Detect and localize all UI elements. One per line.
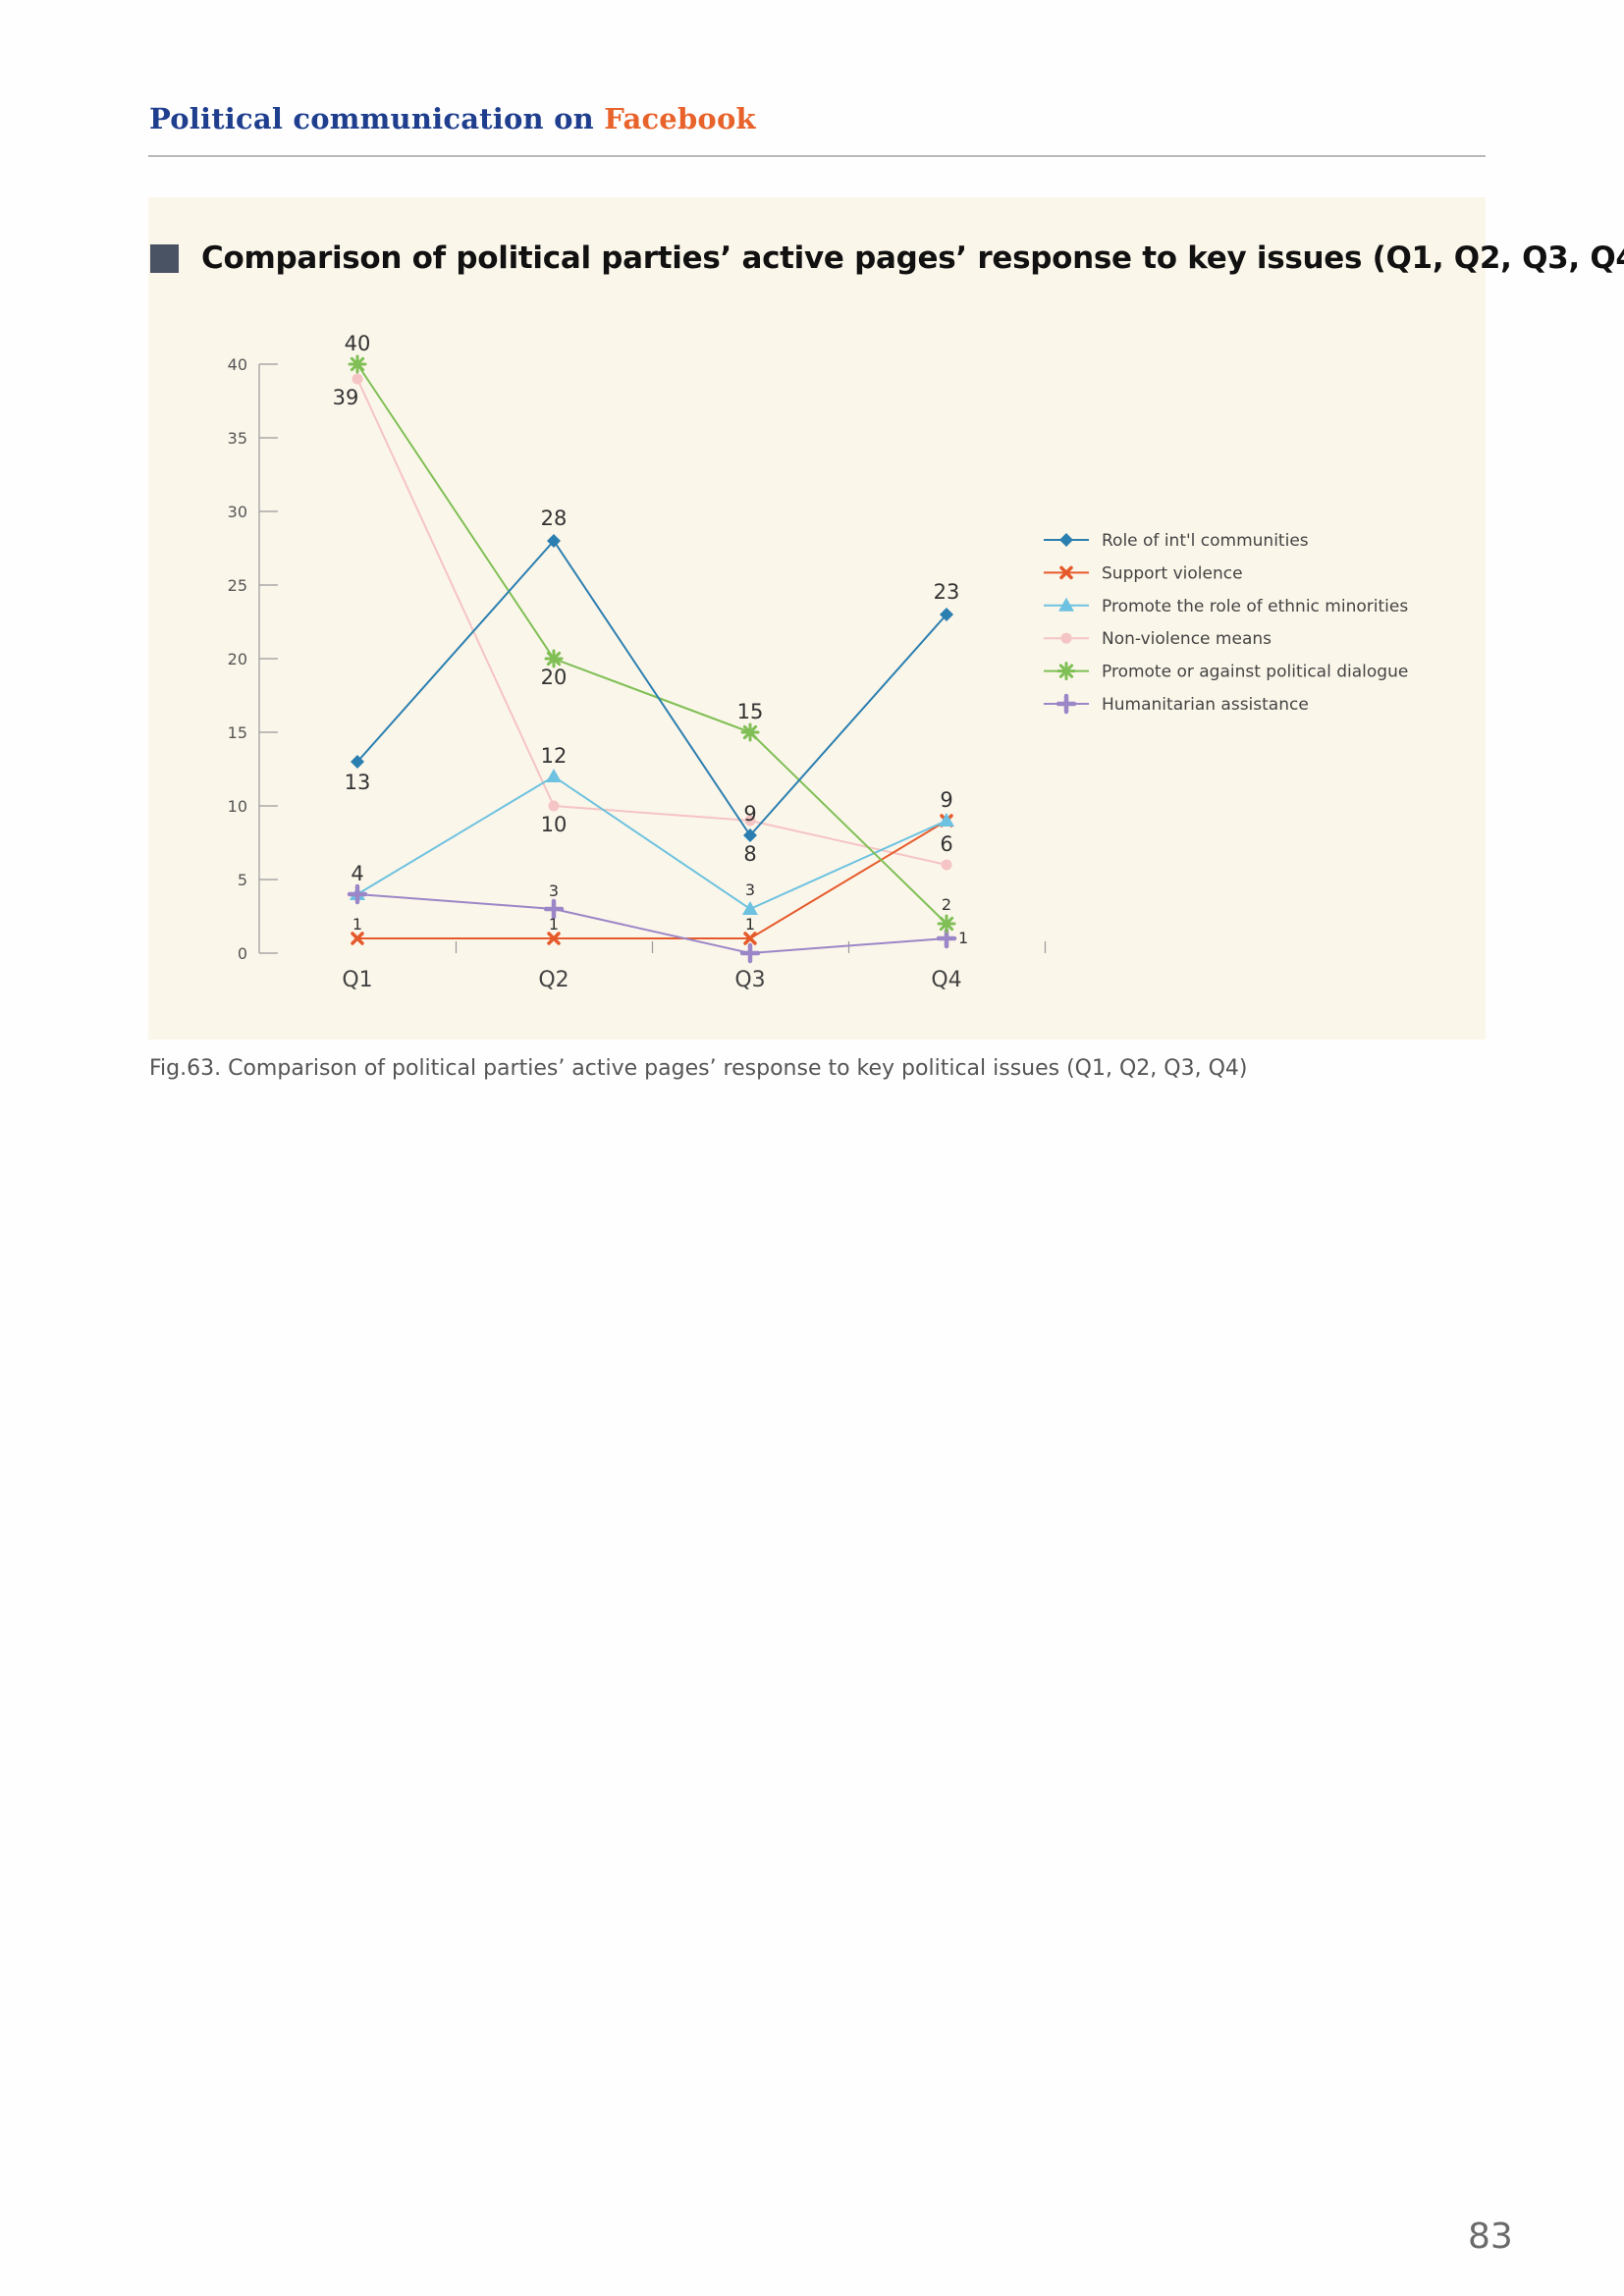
data-label: 9 (940, 788, 952, 812)
data-point-marker (936, 928, 957, 949)
legend-label: Support violence (1102, 563, 1243, 583)
data-point-marker (739, 942, 761, 964)
legend-item: Support violence (1044, 563, 1243, 583)
data-point-marker (940, 608, 953, 621)
data-label: 1 (745, 915, 755, 934)
legend-label: Non-violence means (1102, 629, 1272, 649)
data-label: 1 (958, 929, 968, 947)
y-tick-label: 0 (238, 944, 247, 963)
running-head-text: Political communication on (149, 102, 605, 135)
chart-title: Comparison of political parties’ active … (201, 240, 1624, 276)
legend-label: Promote or against political dialogue (1102, 663, 1408, 682)
series-role-of-int-l-communities (351, 534, 953, 842)
data-point-marker (1056, 693, 1077, 715)
legend-label: Humanitarian assistance (1102, 695, 1309, 715)
x-tick-label: Q3 (734, 968, 765, 992)
y-tick-label: 35 (228, 429, 247, 448)
data-point-marker (351, 755, 364, 769)
x-tick-label: Q1 (342, 968, 372, 992)
data-point-marker (543, 898, 565, 920)
data-point-marker (1059, 565, 1073, 580)
running-head: Political communication on Facebook (149, 102, 756, 135)
series-humanitarian-assistance (347, 883, 957, 964)
y-tick-label: 5 (238, 871, 247, 889)
data-label: 2 (942, 895, 951, 914)
legend-item: Role of int'l communities (1044, 531, 1309, 551)
data-label: 12 (541, 744, 568, 768)
x-tick-label: Q2 (538, 968, 568, 992)
data-point-marker (546, 769, 562, 782)
series-line (356, 893, 947, 955)
data-label: 13 (345, 771, 371, 794)
data-label: 8 (743, 842, 756, 866)
data-label: 20 (541, 666, 568, 689)
data-point-marker (547, 534, 561, 548)
series-promote-the-role-of-ethnic-minorities (350, 769, 954, 915)
figure-caption: Fig.63. Comparison of political parties’… (149, 1056, 1248, 1081)
series-line (357, 820, 947, 939)
y-tick-label: 20 (228, 650, 247, 668)
data-point-marker (744, 815, 756, 827)
legend-label: Role of int'l communities (1102, 531, 1309, 551)
series-promote-or-against-political-dialogue (348, 354, 956, 934)
y-tick-label: 15 (228, 723, 247, 742)
data-label: 23 (934, 580, 960, 604)
data-label: 3 (549, 881, 559, 900)
data-point-marker (348, 354, 367, 374)
data-label: 1 (352, 915, 362, 934)
y-tick-label: 25 (228, 576, 247, 595)
data-point-marker (939, 813, 954, 827)
legend-item: Promote or against political dialogue (1044, 662, 1408, 682)
data-point-marker (742, 901, 758, 915)
data-point-marker (941, 859, 952, 871)
data-point-marker (1060, 632, 1072, 644)
x-tick-label: Q4 (931, 968, 961, 992)
legend-item: Humanitarian assistance (1044, 693, 1309, 715)
series-support-violence (351, 814, 953, 945)
title-bullet-square (150, 244, 179, 273)
data-point-marker (937, 914, 956, 934)
series-line (356, 774, 947, 911)
series-non-violence-means (352, 373, 952, 871)
page-number: 83 (1468, 2216, 1513, 2257)
data-label: 6 (940, 832, 952, 856)
series-line (356, 539, 947, 837)
data-point-marker (351, 932, 364, 945)
data-point-marker (352, 373, 363, 385)
header-divider (148, 155, 1486, 157)
data-label: 10 (541, 813, 568, 836)
y-tick-label: 30 (228, 503, 247, 521)
data-label: 28 (541, 507, 568, 530)
legend-item: Promote the role of ethnic minorities (1044, 597, 1408, 616)
data-label: 15 (737, 700, 764, 723)
data-point-marker (743, 932, 757, 945)
data-label: 1 (549, 915, 559, 934)
data-point-marker (743, 828, 757, 842)
legend-label: Promote the role of ethnic minorities (1102, 597, 1408, 616)
figure-panel: Comparison of political parties’ active … (148, 197, 1624, 1040)
series-line (356, 363, 947, 925)
series-line (356, 378, 947, 866)
y-tick-label: 40 (228, 355, 247, 374)
data-point-marker (548, 800, 560, 812)
data-point-marker (1059, 533, 1073, 547)
data-point-marker (740, 722, 760, 742)
data-label: 4 (351, 862, 363, 885)
running-head-brand: Facebook (604, 102, 756, 135)
data-label: 9 (743, 802, 756, 826)
data-point-marker (1058, 597, 1074, 612)
data-label: 40 (345, 332, 371, 355)
data-point-marker (1056, 662, 1076, 681)
legend-item: Non-violence means (1044, 629, 1272, 649)
data-point-marker (547, 932, 561, 945)
y-tick-label: 10 (228, 797, 247, 816)
data-point-marker (347, 883, 368, 905)
data-label: 3 (745, 881, 755, 899)
data-label: 39 (333, 386, 359, 409)
data-point-marker (544, 649, 564, 668)
